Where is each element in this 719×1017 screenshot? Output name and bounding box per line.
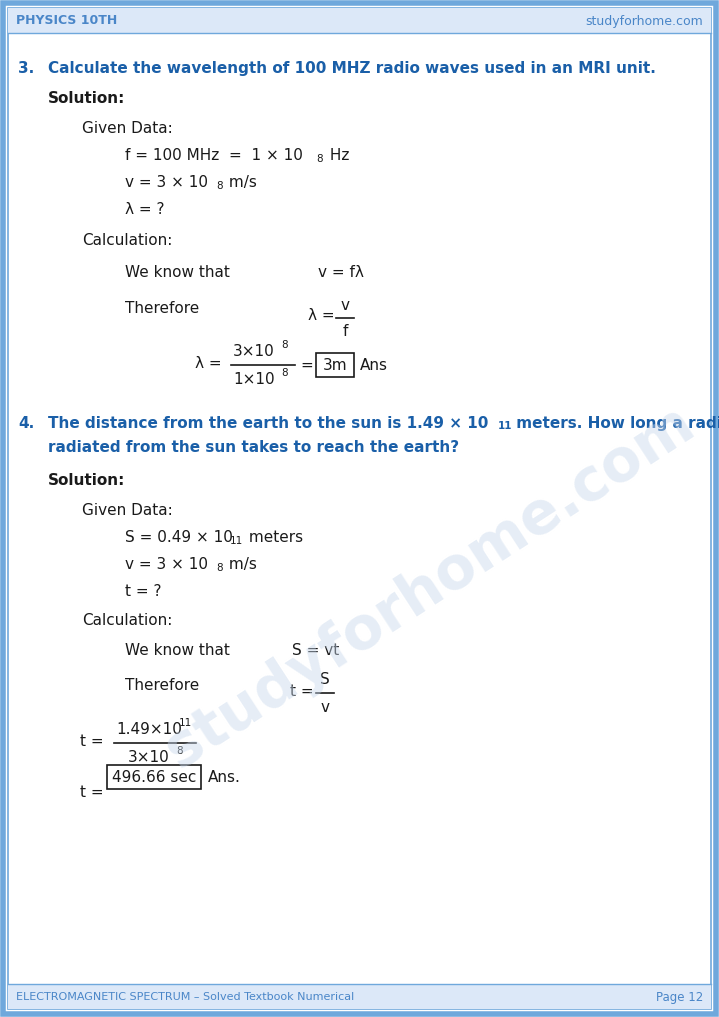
Text: 496.66 sec: 496.66 sec xyxy=(112,770,196,784)
Text: Calculation:: Calculation: xyxy=(82,613,173,629)
Text: t =: t = xyxy=(290,683,319,699)
Text: Ans.: Ans. xyxy=(208,770,241,784)
Text: The distance from the earth to the sun is 1.49 × 10: The distance from the earth to the sun i… xyxy=(48,416,488,431)
Text: 8: 8 xyxy=(281,368,288,378)
Text: 1×10: 1×10 xyxy=(233,371,275,386)
Text: PHYSICS 10TH: PHYSICS 10TH xyxy=(16,14,117,27)
Text: 3×10: 3×10 xyxy=(128,750,170,765)
Text: Therefore: Therefore xyxy=(125,678,199,693)
Text: 3m: 3m xyxy=(323,358,347,372)
Text: S = 0.49 × 10: S = 0.49 × 10 xyxy=(125,530,233,545)
Text: Ans: Ans xyxy=(360,358,388,372)
Text: Calculation:: Calculation: xyxy=(82,233,173,248)
Text: Given Data:: Given Data: xyxy=(82,503,173,518)
Text: 11: 11 xyxy=(230,536,243,546)
Text: t =: t = xyxy=(80,785,109,800)
Text: meters: meters xyxy=(244,530,303,545)
Text: 8: 8 xyxy=(281,340,288,350)
FancyBboxPatch shape xyxy=(8,8,711,33)
Text: 8: 8 xyxy=(216,563,223,573)
Text: S = vt: S = vt xyxy=(292,643,339,658)
Text: 8: 8 xyxy=(316,154,323,164)
Text: We know that: We know that xyxy=(125,643,230,658)
Text: 11: 11 xyxy=(179,718,192,728)
Text: meters. How long a radio pulse: meters. How long a radio pulse xyxy=(511,416,719,431)
Text: studyforhome.com: studyforhome.com xyxy=(155,395,705,779)
Text: Solution:: Solution: xyxy=(48,91,125,106)
Text: 1.49×10: 1.49×10 xyxy=(116,721,182,736)
Text: 8: 8 xyxy=(176,746,183,756)
Text: Therefore: Therefore xyxy=(125,301,199,316)
Text: =: = xyxy=(300,358,313,372)
FancyBboxPatch shape xyxy=(3,3,716,1014)
Text: v: v xyxy=(341,299,349,313)
Text: Page 12: Page 12 xyxy=(656,991,703,1004)
Text: radiated from the sun takes to reach the earth?: radiated from the sun takes to reach the… xyxy=(48,440,459,455)
Text: 8: 8 xyxy=(216,181,223,191)
Text: studyforhome.com: studyforhome.com xyxy=(585,14,703,27)
Text: f: f xyxy=(342,323,348,339)
Text: m/s: m/s xyxy=(224,175,257,190)
Text: 3×10: 3×10 xyxy=(233,344,275,359)
Text: v = 3 × 10: v = 3 × 10 xyxy=(125,557,208,572)
Text: λ =: λ = xyxy=(195,356,226,370)
FancyBboxPatch shape xyxy=(316,353,354,377)
Text: m/s: m/s xyxy=(224,557,257,572)
Text: λ =: λ = xyxy=(308,308,339,323)
Text: v = fλ: v = fλ xyxy=(318,265,364,280)
Text: t =: t = xyxy=(80,733,109,749)
FancyBboxPatch shape xyxy=(8,984,711,1009)
Text: ELECTROMAGNETIC SPECTRUM – Solved Textbook Numerical: ELECTROMAGNETIC SPECTRUM – Solved Textbo… xyxy=(16,992,354,1002)
Text: Calculate the wavelength of 100 MHZ radio waves used in an MRI unit.: Calculate the wavelength of 100 MHZ radi… xyxy=(48,61,656,76)
Text: 11: 11 xyxy=(498,421,513,431)
Text: Hz: Hz xyxy=(325,148,349,163)
Text: v: v xyxy=(321,700,329,715)
Text: f = 100 MHz  =  1 × 10: f = 100 MHz = 1 × 10 xyxy=(125,148,303,163)
Text: 3.: 3. xyxy=(18,61,35,76)
Text: S: S xyxy=(320,672,330,687)
Text: Solution:: Solution: xyxy=(48,473,125,488)
FancyBboxPatch shape xyxy=(107,765,201,789)
Text: v = 3 × 10: v = 3 × 10 xyxy=(125,175,208,190)
Text: t = ?: t = ? xyxy=(125,584,162,599)
FancyBboxPatch shape xyxy=(8,8,711,1009)
Text: λ = ?: λ = ? xyxy=(125,202,165,217)
Text: 4.: 4. xyxy=(18,416,35,431)
Text: Given Data:: Given Data: xyxy=(82,121,173,136)
Text: We know that: We know that xyxy=(125,265,230,280)
